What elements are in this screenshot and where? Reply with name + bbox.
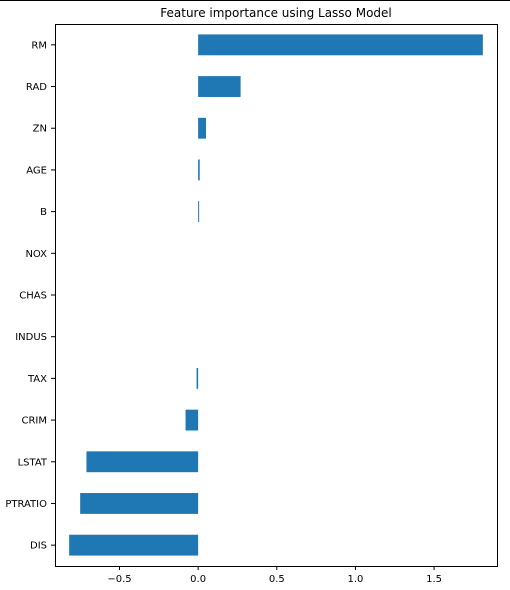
bar-ptratio (80, 493, 199, 514)
y-tick-label: TAX (27, 374, 47, 385)
bar-rm (198, 34, 483, 56)
bars-group (69, 34, 483, 556)
chart-title: Feature importance using Lasso Model (160, 6, 392, 20)
y-tick-label: CRIM (21, 416, 47, 427)
bar-lstat (86, 451, 199, 473)
bar-dis (69, 534, 199, 556)
x-tick-label: 0.0 (190, 574, 206, 585)
bar-rad (198, 76, 241, 97)
y-tick-label: PTRATIO (5, 499, 47, 510)
x-tick-label: 1.0 (347, 574, 363, 585)
bar-zn (198, 117, 207, 139)
bar-age (198, 159, 200, 181)
y-tick-label: CHAS (19, 291, 47, 302)
y-tick-label: NOX (25, 249, 47, 260)
bar-b (198, 201, 200, 223)
x-tick-label: −0.5 (107, 574, 131, 585)
bar-tax (196, 367, 199, 389)
y-tick-label: AGE (26, 165, 47, 176)
bar-crim (185, 409, 199, 431)
x-axis-ticks: −0.5 0.0 0.5 1.0 1.5 (107, 566, 442, 585)
y-tick-label: B (40, 207, 47, 218)
y-tick-label: INDUS (15, 332, 47, 343)
y-tick-label: ZN (33, 124, 47, 135)
top-border (0, 0, 510, 1)
x-tick-label: 0.5 (269, 574, 285, 585)
y-tick-label: RAD (26, 82, 47, 93)
y-tick-label: LSTAT (18, 457, 48, 468)
y-tick-label: RM (31, 40, 47, 51)
y-axis-ticks: RM RAD ZN AGE B NOX CHAS INDUS TAX CRIM LSTAT PTRAT… (5, 40, 55, 552)
plot-frame (55, 24, 498, 567)
x-tick-label: 1.5 (426, 574, 442, 585)
y-tick-label: DIS (30, 541, 47, 552)
